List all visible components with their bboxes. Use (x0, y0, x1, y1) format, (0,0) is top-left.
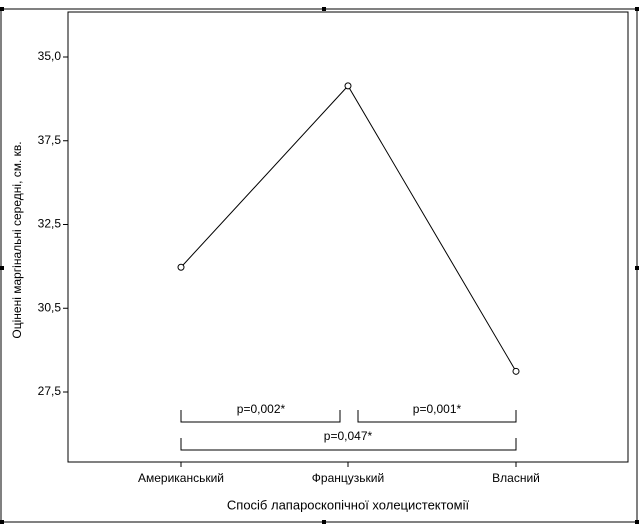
data-point (344, 82, 352, 90)
data-point (512, 367, 520, 375)
frame-handles (0, 7, 639, 524)
x-tick-label: Французький (312, 471, 384, 485)
plot-frame (67, 11, 629, 463)
x-tick-label: Американський (138, 471, 224, 485)
y-tick-label: 35,0 (38, 49, 62, 63)
y-tick-label: 32,5 (38, 217, 62, 231)
p-value-annotation: p=0,001* (413, 402, 462, 416)
significance-brackets (180, 410, 517, 451)
x-tick-label: Власний (492, 471, 540, 485)
y-tick-label: 37,5 (38, 133, 62, 147)
p-value-annotation: p=0,002* (237, 402, 286, 416)
y-axis-title: Оцінені маргінальні середні, см. кв. (10, 141, 24, 338)
series-line (180, 85, 517, 372)
y-tick-label: 30,5 (38, 300, 62, 314)
p-value-annotation: p=0,047* (324, 429, 373, 443)
data-point (177, 263, 185, 271)
x-axis-title: Спосіб лапароскопічної холецистектомії (227, 497, 470, 512)
outer-frame (0, 8, 638, 523)
y-tick-label: 27,5 (38, 384, 62, 398)
